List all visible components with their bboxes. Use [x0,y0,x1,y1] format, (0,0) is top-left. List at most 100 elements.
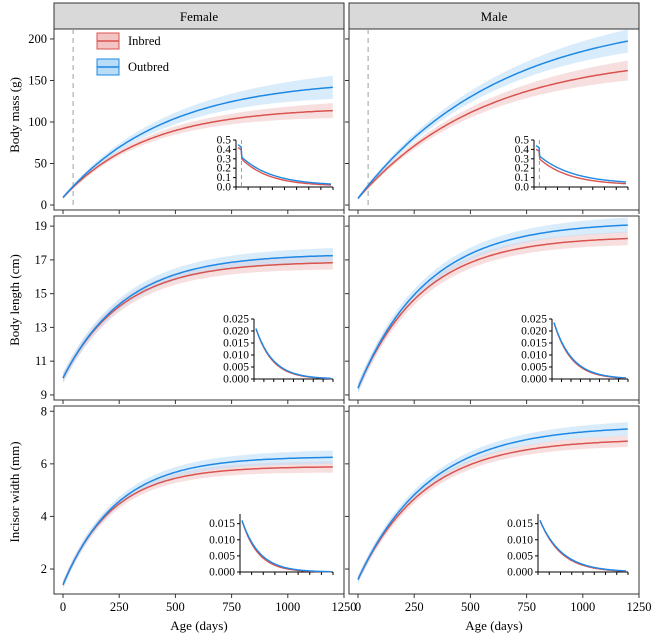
inset-y-tick-label: 0.010 [209,534,235,546]
inset-y-tick-label: 0.015 [507,518,533,530]
panel-incisor-width-male: 0 250 500 750 1000 1250 0.000 0.005 0.010 0.015 [345,405,652,614]
legend: Inbred Outbred [96,32,170,76]
legend-label-inbred: Inbred [128,34,161,48]
y-tick-label: 150 [28,73,47,87]
inset-outbred-rate-curve [553,322,626,379]
x-axis-title-female: Age (days) [170,618,227,633]
inset-y-tick-label: 0.1 [515,172,530,184]
panel-body-length-female: 9 11 13 15 17 19 0.0000.0050.0100.0150.0200.02… [35,215,345,404]
inset-y-tick-label: 0.0 [217,182,232,194]
inset-y-tick-label: 0.010 [223,350,249,362]
inset-y-tick-label: 0.005 [223,362,249,374]
x-tick-label: 0 [60,600,66,614]
inset-outbred-rate-curve [535,145,627,183]
outbred-growth-curve-female [62,86,333,198]
y-tick-label: 13 [35,320,48,334]
facet-strip-female: Female [53,2,345,30]
y-tick-label: 100 [28,115,47,129]
panel-body-mass-female: 0 50 100 150 200 0.00.10.20.30.40.5 [28,28,345,214]
x-tick-label: 1000 [275,600,300,614]
x-tick-label: 750 [222,600,241,614]
x-tick-label: 0 [355,600,361,614]
inset-inbred-rate-curve [535,148,627,185]
panel-frame [53,215,345,401]
y-tick-label: 6 [41,457,47,471]
inset-y-tick-label: 0.5 [515,135,530,147]
outbred-growth-curve-female [62,456,333,586]
inset-y-tick-label: 0.015 [521,338,547,350]
outbred-growth-curve-female [62,254,333,379]
inbred-growth-curve-female [62,466,333,586]
y-tick-label: 200 [28,32,47,46]
y-tick-label: 17 [35,253,48,267]
inset-outbred-rate-curve [237,144,331,185]
inset-y-tick-label: 0.3 [217,153,232,165]
inbred-growth-curve-male [357,440,628,580]
y-tick-label: 11 [35,354,47,368]
inset-y-tick-label: 0.005 [521,362,547,374]
panel-body-mass-male: 0.00.10.20.30.40.5 [345,28,640,214]
y-tick-label: 15 [35,287,48,301]
x-tick-label: 500 [461,600,480,614]
legend-label-outbred: Outbred [128,60,170,74]
inset-y-tick-label: 0.0 [515,182,530,194]
growth-rate-inset: 0.000 0.005 0.010 0.015 [209,514,334,579]
inbred-growth-curve-female [62,262,333,379]
inset-y-tick-label: 0.010 [507,534,533,546]
y-axis-title-body-mass: Body mass (g) [7,77,22,153]
inset-y-tick-label: 0.4 [515,144,530,156]
inset-y-tick-label: 0.005 [209,550,235,562]
y-tick-label: 19 [35,219,48,233]
growth-rate-inset: 0.00.10.20.30.40.5 [217,135,334,194]
outbred-growth-curve-male [357,428,628,580]
y-tick-label: 8 [41,404,47,418]
inset-y-tick-label: 0.020 [521,326,547,338]
x-axis-title-male: Age (days) [465,618,522,633]
y-tick-label: 2 [41,562,47,576]
x-tick-label: 250 [110,600,129,614]
inset-outbred-rate-curve [255,328,331,379]
inset-y-tick-label: 0.020 [223,326,249,338]
inset-y-tick-label: 0.2 [515,163,530,175]
inset-y-tick-label: 0.3 [515,153,530,165]
y-axis-title-incisor-width: Incisor width (mm) [7,441,22,542]
growth-rate-inset: 0.000 0.005 0.010 0.015 [507,514,629,579]
y-tick-label: 4 [41,509,48,523]
inbred-growth-curve-male [357,69,628,199]
y-tick-label: 0 [41,198,47,212]
x-tick-label: 1250 [332,600,357,614]
inset-y-tick-label: 0.010 [521,350,547,362]
x-tick-label: 750 [517,600,536,614]
inset-y-tick-label: 0.025 [223,314,249,326]
inbred-growth-curve-female [62,109,333,199]
facet-strip-male: Male [348,2,640,30]
inset-y-tick-label: 0.5 [217,135,232,147]
inbred-growth-curve-male [357,237,628,389]
x-tick-label: 1250 [627,600,652,614]
outbred-confidence-band-female [63,75,333,200]
outbred-confidence-band-female [63,450,333,589]
inset-y-tick-label: 0.000 [521,374,547,386]
inset-y-tick-label: 0.4 [217,144,232,156]
x-tick-label: 250 [405,600,424,614]
inset-outbred-rate-curve [241,520,331,573]
outbred-growth-curve-male [357,224,628,389]
facet-label-female: Female [180,9,218,24]
outbred-confidence-band-female [63,248,333,384]
outbred-growth-curve-male [357,40,628,199]
inset-y-tick-label: 0.005 [507,550,533,562]
inset-inbred-rate-curve [237,146,331,186]
inset-outbred-rate-curve [539,520,626,572]
y-tick-label: 9 [41,388,47,402]
inset-y-tick-label: 0.000 [507,567,533,579]
growth-rate-inset: 0.00.10.20.30.40.5 [515,135,629,194]
inbred-confidence-band-female [63,103,333,200]
inset-y-tick-label: 0.015 [223,338,249,350]
y-tick-label: 50 [35,157,48,171]
inset-y-tick-label: 0.015 [209,518,235,530]
x-tick-label: 500 [166,600,185,614]
y-axis-title-body-length: Body length (cm) [7,254,22,346]
